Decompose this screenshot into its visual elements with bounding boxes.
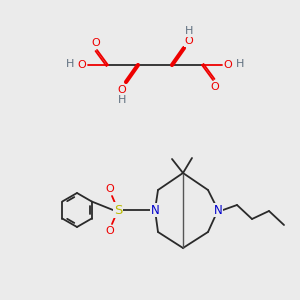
Text: O: O [106,184,114,194]
Text: O: O [224,60,232,70]
Text: O: O [211,82,219,92]
Text: H: H [66,59,74,69]
Text: H: H [118,95,126,105]
Text: O: O [92,38,100,48]
Text: O: O [118,85,126,95]
Text: N: N [214,203,222,217]
Text: H: H [236,59,244,69]
Text: S: S [114,203,122,217]
Text: H: H [185,26,193,36]
Text: O: O [106,226,114,236]
Text: O: O [78,60,86,70]
Text: O: O [184,36,194,46]
Text: N: N [151,203,159,217]
